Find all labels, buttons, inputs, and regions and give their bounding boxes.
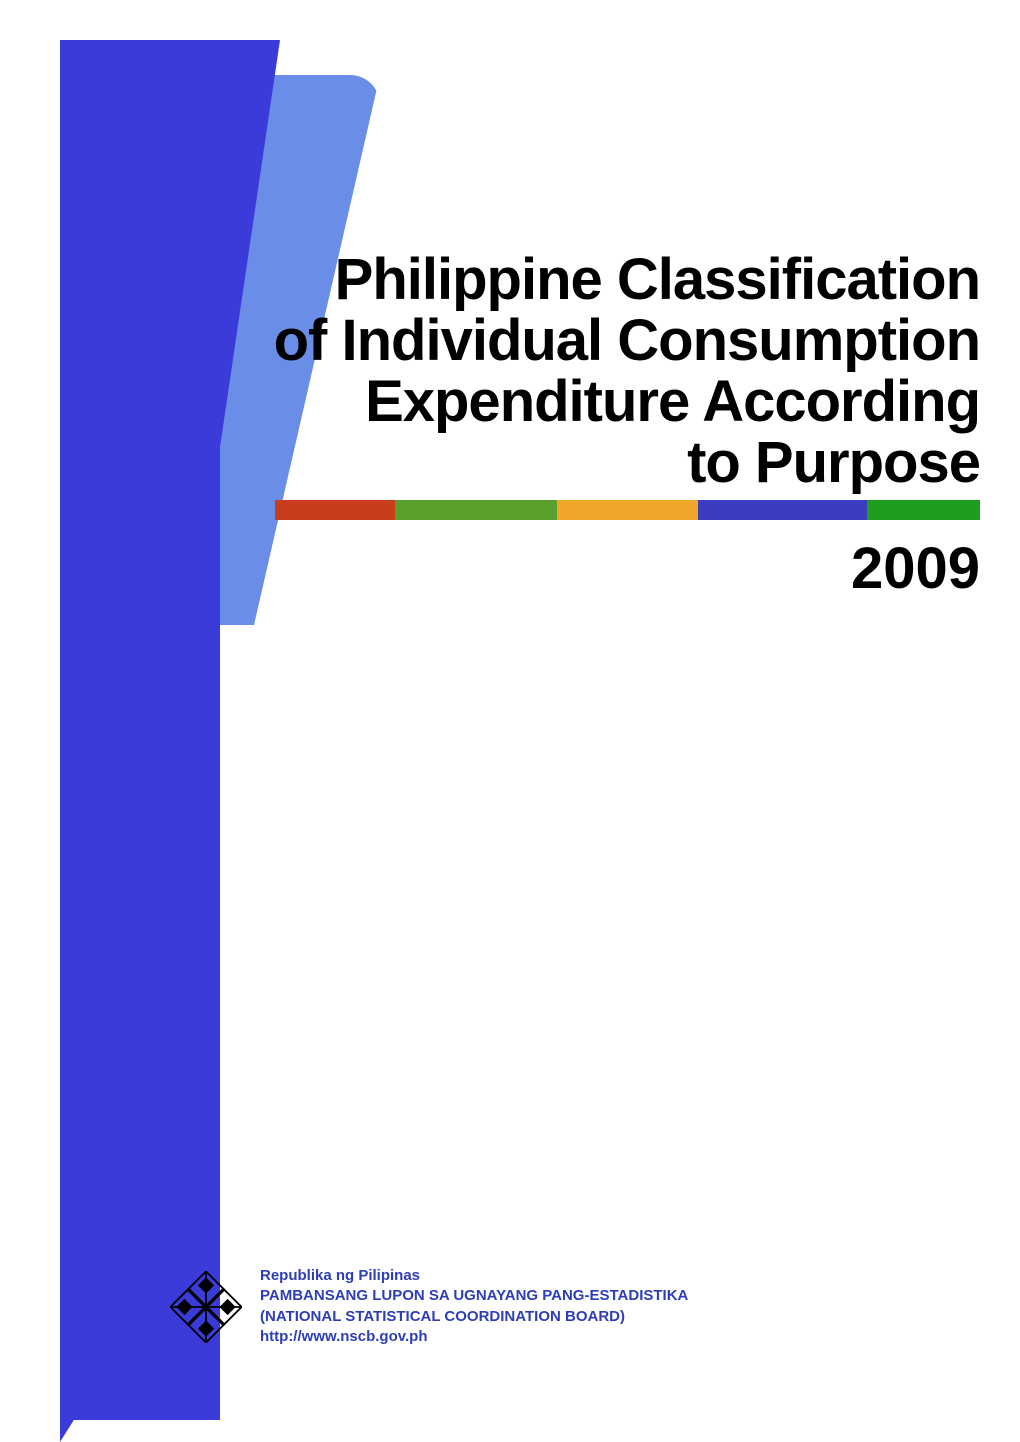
color-seg-5 [867, 500, 980, 520]
decorative-color-bar [275, 500, 980, 520]
color-seg-1 [275, 500, 395, 520]
year: 2009 [851, 535, 980, 602]
footer-republic: Republika ng Pilipinas [260, 1266, 688, 1286]
footer-agency-en: (NATIONAL STATISTICAL COORDINATION BOARD… [260, 1307, 688, 1327]
color-seg-4 [698, 500, 867, 520]
title-line-3: Expenditure According [260, 372, 980, 433]
footer: Republika ng Pilipinas PAMBANSANG LUPON … [170, 1266, 688, 1347]
title-line-2: of Individual Consumption [260, 311, 980, 372]
title-line-1: Philippine Classification [260, 250, 980, 311]
nscb-logo-icon [170, 1271, 242, 1343]
footer-url: http://www.nscb.gov.ph [260, 1327, 688, 1347]
decorative-shape-dark-blue [60, 40, 220, 1420]
title-line-4: to Purpose [260, 433, 980, 494]
color-seg-3 [557, 500, 698, 520]
footer-agency-fil: PAMBANSANG LUPON SA UGNAYANG PANG-ESTADI… [260, 1286, 688, 1306]
document-title: Philippine Classification of Individual … [260, 250, 980, 494]
color-seg-2 [395, 500, 557, 520]
footer-text-block: Republika ng Pilipinas PAMBANSANG LUPON … [260, 1266, 688, 1347]
